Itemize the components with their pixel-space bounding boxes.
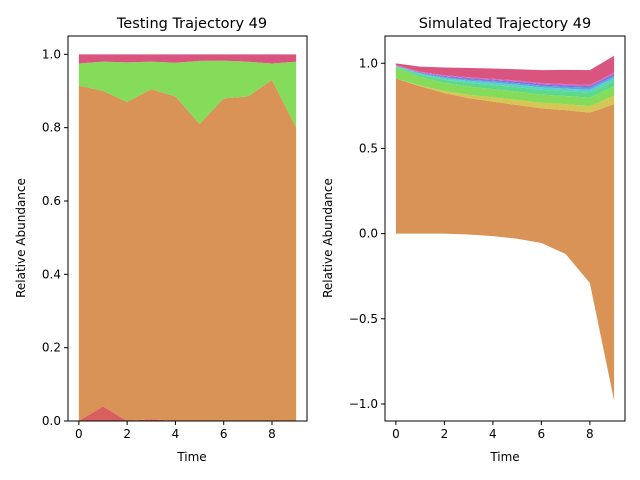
right-y-tick-label: −0.5 [349, 312, 378, 326]
right-chart-panel: Simulated Trajectory 49 Time Relative Ab… [321, 16, 626, 464]
right-plot-frame [384, 35, 626, 422]
left-plot-frame [67, 35, 308, 422]
left-chart-title: Testing Trajectory 49 [116, 16, 267, 32]
left-y-tick-label: 0.6 [42, 194, 61, 208]
left-x-tick-label: 4 [172, 427, 180, 441]
left-y-tick-label: 0.0 [42, 414, 61, 428]
right-area-series-1 [395, 78, 615, 401]
left-x-tick-label: 6 [220, 427, 228, 441]
right-area-series-10 [395, 55, 615, 85]
right-x-tick-label: 4 [489, 427, 497, 441]
left-area-series-4 [78, 54, 297, 64]
left-area-series-2 [78, 80, 297, 421]
right-y-tick-label: 1.0 [359, 56, 378, 70]
right-x-tick-label: 2 [441, 427, 449, 441]
left-y-tick-label: 1.0 [42, 47, 61, 61]
right-x-tick-label: 6 [538, 427, 546, 441]
left-x-tick-label: 0 [75, 427, 83, 441]
right-y-axis-label: Relative Abundance [321, 178, 335, 298]
left-area-series-1 [78, 406, 297, 421]
left-x-tick-label: 2 [123, 427, 131, 441]
left-x-axis-label: Time [176, 450, 206, 464]
right-area-series-7 [395, 65, 615, 88]
left-y-tick-label: 0.8 [42, 121, 61, 135]
right-area-series-3 [395, 67, 615, 107]
right-area-series-2 [395, 78, 615, 113]
right-area-series-5 [395, 66, 615, 93]
right-x-tick-label: 0 [392, 427, 400, 441]
right-y-tick-label: 0.0 [359, 227, 378, 241]
right-area-series-6 [395, 65, 615, 90]
left-chart-panel: Testing Trajectory 49 Time Relative Abun… [14, 16, 308, 464]
left-x-tick-label: 8 [268, 427, 276, 441]
left-y-tick-label: 0.2 [42, 341, 61, 355]
left-y-tick-label: 0.4 [42, 267, 61, 281]
left-area-series-3 [78, 60, 297, 128]
right-chart-title: Simulated Trajectory 49 [419, 16, 592, 32]
left-y-axis-label: Relative Abundance [14, 178, 28, 298]
right-y-tick-label: 0.5 [359, 141, 378, 155]
right-x-axis-label: Time [489, 450, 519, 464]
right-x-tick-label: 8 [586, 427, 594, 441]
right-area-series-4 [395, 66, 615, 98]
right-y-tick-label: −1.0 [349, 397, 378, 411]
